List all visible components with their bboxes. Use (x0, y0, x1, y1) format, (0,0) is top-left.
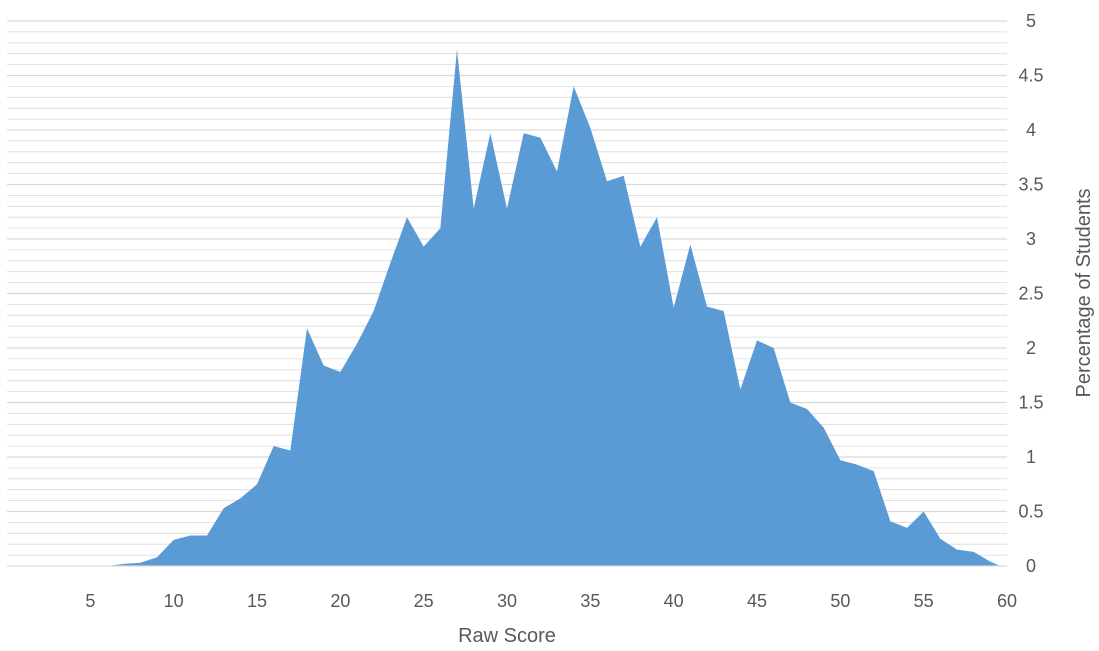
x-tick-label: 50 (830, 591, 850, 611)
y-tick-label: 2.5 (1018, 284, 1043, 304)
y-tick-label: 4.5 (1018, 66, 1043, 86)
y-axis-title: Percentage of Students (1073, 188, 1095, 397)
x-tick-label: 35 (580, 591, 600, 611)
x-tick-label: 15 (247, 591, 267, 611)
x-tick-label: 10 (164, 591, 184, 611)
x-axis-title: Raw Score (458, 625, 556, 646)
y-tick-label: 1.5 (1018, 393, 1043, 413)
y-tick-label: 1 (1026, 447, 1036, 467)
x-tick-label: 25 (414, 591, 434, 611)
area-series (7, 49, 1001, 566)
y-tick-label: 0 (1026, 556, 1036, 576)
y-axis-ticks: 0 0.5 1 1.5 2 2.5 3 3.5 4 4.5 5 (1018, 11, 1043, 576)
x-axis-ticks: 5 10 15 20 25 30 35 40 45 50 55 60 (85, 591, 1017, 611)
x-tick-label: 30 (497, 591, 517, 611)
plot-area (7, 49, 1007, 567)
y-tick-label: 4 (1026, 120, 1036, 140)
y-tick-label: 5 (1026, 11, 1036, 31)
x-tick-label: 55 (914, 591, 934, 611)
y-tick-label: 2 (1026, 338, 1036, 358)
y-tick-label: 3 (1026, 229, 1036, 249)
x-tick-label: 60 (997, 591, 1017, 611)
x-tick-label: 5 (85, 591, 95, 611)
x-tick-label: 45 (747, 591, 767, 611)
x-tick-label: 20 (330, 591, 350, 611)
x-tick-label: 40 (664, 591, 684, 611)
y-tick-label: 0.5 (1018, 502, 1043, 522)
y-tick-label: 3.5 (1018, 175, 1043, 195)
